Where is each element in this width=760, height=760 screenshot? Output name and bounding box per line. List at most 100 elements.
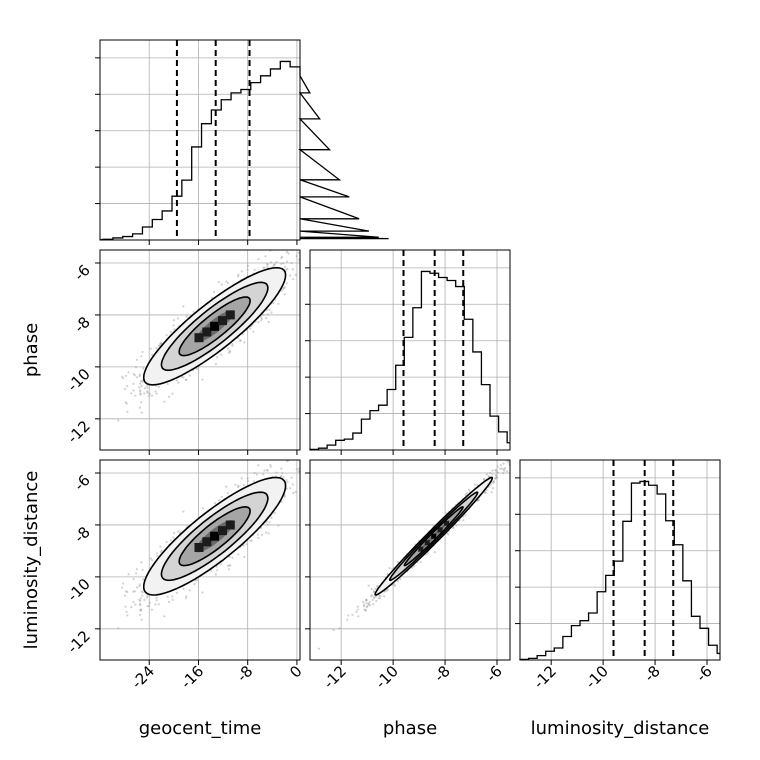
scatter-phase-vs-luminosity-distance-point: [482, 478, 486, 481]
scatter-geocent-time-vs-phase-point: [146, 384, 149, 387]
hist-luminosity-distance-border: [519, 459, 721, 661]
scatter-phase-vs-luminosity-distance-mode-cell: [437, 527, 443, 533]
scatter-geocent-time-vs-luminosity-distance-point: [266, 469, 269, 472]
scatter-geocent-time-vs-luminosity-distance-point: [141, 568, 144, 571]
scatter-geocent-time-vs-phase-point: [266, 263, 269, 266]
scatter-geocent-time-vs-phase-point: [257, 321, 260, 324]
hist-phase-border: [309, 249, 511, 451]
scatter-phase-vs-luminosity-distance-point: [493, 477, 497, 480]
scatter-phase-vs-luminosity-distance-point: [452, 527, 455, 530]
scatter-phase-vs-luminosity-distance-point: [393, 584, 396, 588]
scatter-geocent-time-vs-phase-point: [151, 353, 154, 356]
scatter-geocent-time-vs-phase-point: [149, 347, 152, 350]
scatter-geocent-time-vs-phase-point: [185, 315, 188, 318]
scatter-geocent-time-vs-phase-inner: [117, 226, 326, 422]
scatter-phase-vs-luminosity-distance-point: [357, 615, 360, 618]
scatter-geocent-time-vs-luminosity-distance-point: [236, 485, 239, 488]
scatter-geocent-time-vs-luminosity-distance-point: [270, 516, 273, 520]
x-axis-label-phase: phase: [383, 718, 437, 739]
scatter-geocent-time-vs-phase-point: [140, 355, 143, 358]
scatter-geocent-time-vs-luminosity-distance-point: [138, 602, 142, 606]
scatter-geocent-time-vs-luminosity-distance-mode-cell: [194, 543, 204, 552]
scatter-phase-vs-luminosity-distance-point: [396, 560, 399, 564]
scatter-phase-vs-luminosity-distance-point: [388, 567, 391, 570]
scatter-phase-vs-luminosity-distance-point: [413, 564, 416, 568]
scatter-geocent-time-vs-phase-point: [132, 373, 135, 376]
scatter-geocent-time-vs-phase-point: [138, 373, 141, 376]
scatter-phase-vs-luminosity-distance-point: [499, 464, 502, 467]
scatter-geocent-time-vs-luminosity-distance-point: [156, 554, 159, 557]
scatter-phase-vs-luminosity-distance-point: [370, 588, 373, 591]
scatter-geocent-time-vs-luminosity-distance-point: [249, 539, 252, 542]
scatter-geocent-time-vs-luminosity-distance-point: [185, 595, 188, 598]
scatter-geocent-time-vs-luminosity-distance-point: [267, 532, 270, 535]
scatter-geocent-time-vs-luminosity-distance-point: [132, 577, 135, 581]
scatter-phase-vs-luminosity-distance-point: [373, 596, 376, 599]
scatter-geocent-time-vs-luminosity-distance-point: [169, 539, 172, 542]
scatter-geocent-time-vs-phase-point: [283, 293, 286, 296]
scatter-geocent-time-vs-phase-point: [139, 389, 142, 392]
hist-phase: [305, 249, 511, 455]
scatter-geocent-time-vs-luminosity-distance-point: [246, 477, 249, 480]
scatter-geocent-time-vs-luminosity-distance-point: [265, 531, 268, 534]
scatter-geocent-time-vs-luminosity-distance-point: [146, 596, 149, 599]
scatter-geocent-time-vs-phase-point: [139, 382, 142, 385]
scatter-geocent-time-vs-phase-point: [148, 392, 151, 395]
scatter-phase-vs-luminosity-distance-point: [484, 491, 487, 494]
scatter-phase-vs-luminosity-distance-point: [496, 465, 499, 468]
scatter-phase-vs-luminosity-distance-point: [419, 561, 422, 564]
scatter-geocent-time-vs-luminosity-distance-contour-1: [160, 491, 269, 582]
scatter-geocent-time-vs-phase-point: [284, 242, 286, 244]
scatter-geocent-time-vs-phase-point: [269, 261, 272, 264]
scatter-geocent-time-vs-luminosity-distance-point: [228, 564, 231, 567]
scatter-geocent-time-vs-phase-point: [140, 385, 143, 388]
scatter-phase-vs-luminosity-distance-point: [487, 475, 490, 478]
scatter-geocent-time-vs-phase-point: [127, 371, 130, 374]
scatter-geocent-time-vs-luminosity-distance-point: [139, 604, 142, 607]
scatter-geocent-time-vs-luminosity-distance-point: [220, 495, 223, 498]
scatter-geocent-time-vs-phase-point: [133, 374, 136, 377]
scatter-geocent-time-vs-phase-point: [213, 290, 216, 294]
scatter-phase-vs-luminosity-distance-point: [476, 484, 479, 487]
scatter-phase-vs-luminosity-distance-point: [484, 490, 487, 494]
scatter-geocent-time-vs-luminosity-distance-point: [121, 586, 124, 589]
scatter-geocent-time-vs-luminosity-distance-contour-0: [142, 476, 287, 596]
scatter-geocent-time-vs-phase-point: [324, 226, 326, 228]
scatter-geocent-time-vs-phase-point: [157, 344, 160, 347]
hist-luminosity-distance-xtick-label-2: -8: [641, 662, 664, 685]
scatter-geocent-time-vs-luminosity-distance-point: [193, 583, 196, 586]
scatter-geocent-time-vs-luminosity-distance-ytick-label-0: -12: [64, 627, 94, 657]
scatter-geocent-time-vs-phase-point: [287, 252, 290, 255]
scatter-phase-vs-luminosity-distance-point: [495, 469, 498, 472]
scatter-geocent-time-vs-luminosity-distance-point: [228, 555, 231, 559]
scatter-geocent-time-vs-luminosity-distance-point: [305, 470, 307, 472]
scatter-geocent-time-vs-luminosity-distance-point: [304, 463, 306, 465]
scatter-geocent-time-vs-phase-point: [157, 385, 160, 388]
scatter-geocent-time-vs-phase-point: [139, 393, 142, 396]
scatter-geocent-time-vs-phase-point: [220, 353, 223, 356]
scatter-phase-vs-luminosity-distance-point: [452, 526, 455, 529]
scatter-geocent-time-vs-luminosity-distance-point: [201, 591, 204, 594]
scatter-geocent-time-vs-luminosity-distance-point: [310, 457, 312, 459]
scatter-geocent-time-vs-phase-point: [121, 375, 124, 378]
scatter-phase-vs-luminosity-distance-point: [492, 481, 495, 484]
scatter-geocent-time-vs-phase-point: [246, 264, 250, 267]
scatter-geocent-time-vs-luminosity-distance-mode-cell: [210, 531, 220, 541]
scatter-phase-vs-luminosity-distance-point: [500, 467, 504, 470]
scatter-geocent-time-vs-phase-point: [307, 274, 309, 276]
scatter-phase-vs-luminosity-distance-point: [496, 476, 499, 479]
scatter-geocent-time-vs-phase-point: [126, 384, 129, 388]
scatter-geocent-time-vs-luminosity-distance-point: [146, 594, 149, 597]
scatter-geocent-time-vs-phase-point: [280, 256, 283, 260]
scatter-phase-vs-luminosity-distance-point: [447, 533, 450, 536]
scatter-geocent-time-vs-luminosity-distance-xtick-label-1: -16: [177, 662, 207, 692]
scatter-geocent-time-vs-luminosity-distance-point: [149, 557, 152, 560]
scatter-geocent-time-vs-phase-point: [252, 330, 255, 333]
scatter-geocent-time-vs-phase-point: [281, 255, 284, 258]
scatter-geocent-time-vs-luminosity-distance-point: [184, 597, 187, 600]
scatter-phase-vs-luminosity-distance-xtick-label-0: -12: [320, 662, 350, 692]
scatter-geocent-time-vs-phase-point: [147, 394, 150, 397]
scatter-geocent-time-vs-phase-point: [226, 347, 230, 350]
scatter-phase-vs-luminosity-distance-point: [510, 454, 512, 456]
scatter-geocent-time-vs-luminosity-distance-point: [132, 590, 135, 593]
